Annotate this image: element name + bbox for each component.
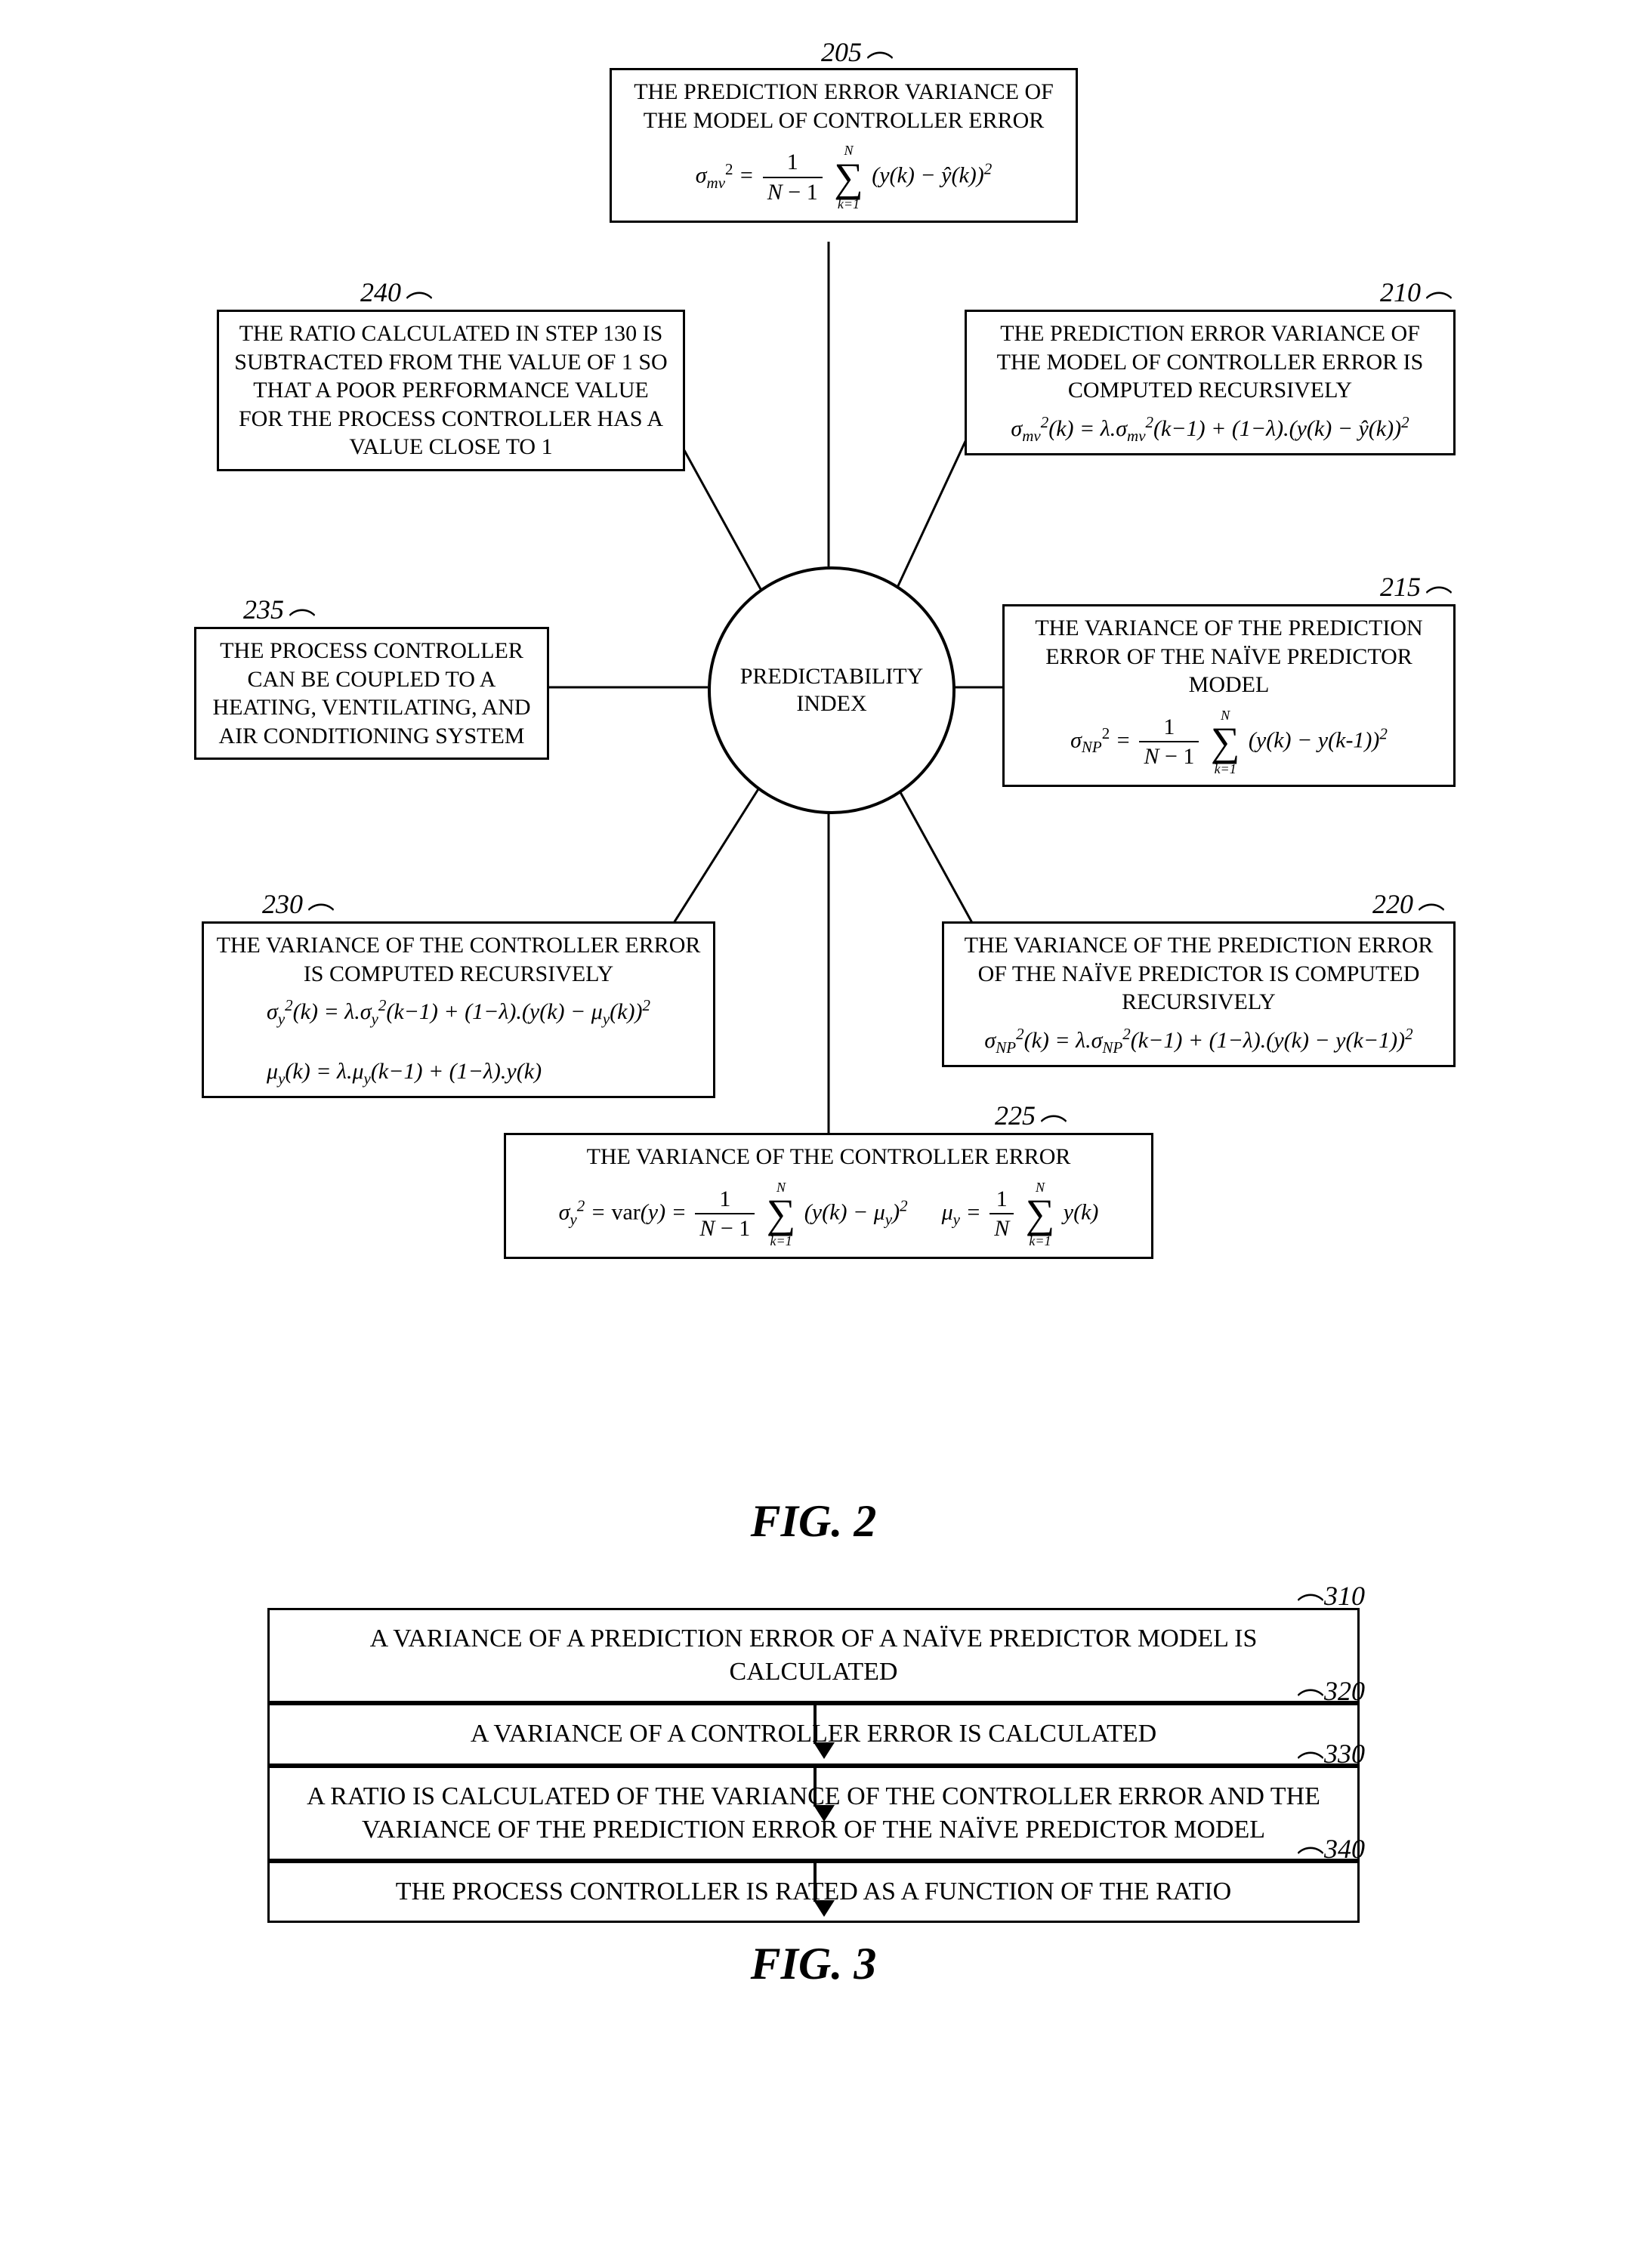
tick-icon: ⌒ (866, 44, 894, 83)
ref-230: 230 (262, 888, 303, 920)
flow-text-330: A RATIO IS CALCULATED OF THE VARIANCE OF… (285, 1780, 1342, 1847)
flow-step-330: 330⌒A RATIO IS CALCULATED OF THE VARIANC… (267, 1766, 1360, 1861)
node-230-title: THE VARIANCE OF THE CONTROLLER ERROR IS … (215, 931, 702, 988)
ref-235: 235 (243, 594, 284, 625)
predictability-index-center: PREDICTABILITY INDEX (708, 566, 956, 814)
node-230-formula: σy2(k) = λ.σy2(k−1) + (1−λ).(y(k) − μy(k… (267, 995, 650, 1088)
node-210: THE PREDICTION ERROR VARIANCE OF THE MOD… (965, 310, 1456, 455)
ref-225: 225 (995, 1100, 1036, 1131)
tick-icon: ⌒ (289, 601, 316, 640)
node-215-formula: σNP2 = 1N − 1 N∑k=1 (y(k) − y(k-1))2 (1070, 707, 1388, 778)
node-225: THE VARIANCE OF THE CONTROLLER ERROR σy2… (504, 1133, 1153, 1259)
fig3-caption: FIG. 3 (15, 1938, 1612, 1990)
node-220-formula: σNP2(k) = λ.σNP2(k−1) + (1−λ).(y(k) − y(… (984, 1024, 1412, 1057)
ref-210: 210 (1380, 276, 1421, 308)
node-205-formula: σmv2 = 1N − 1 N∑k=1 (y(k) − ŷ(k))2 (696, 142, 993, 213)
node-220-title: THE VARIANCE OF THE PREDICTION ERROR OF … (955, 931, 1443, 1017)
node-225-formula: σy2 = var(y) = 1N − 1 N∑k=1 (y(k) − μy)2… (559, 1179, 1099, 1250)
flow-text-340: THE PROCESS CONTROLLER IS RATED AS A FUN… (285, 1875, 1342, 1909)
tick-icon: ⌒ (1418, 896, 1445, 935)
center-label: PREDICTABILITY INDEX (711, 663, 952, 717)
tick-icon: ⌒ (1425, 579, 1453, 618)
flow-step-340: 340⌒THE PROCESS CONTROLLER IS RATED AS A… (267, 1861, 1360, 1923)
tick-icon: ⌒ (307, 896, 335, 935)
flow-ref-340: 340 (1324, 1831, 1365, 1867)
node-205: THE PREDICTION ERROR VARIANCE OF THE MOD… (610, 68, 1078, 223)
ref-220: 220 (1372, 888, 1413, 920)
flow-step-310: 310⌒A VARIANCE OF A PREDICTION ERROR OF … (267, 1608, 1360, 1703)
ref-240: 240 (360, 276, 401, 308)
node-240-title: THE RATIO CALCULATED IN STEP 130 IS SUBT… (230, 319, 672, 461)
figure-2: PREDICTABILITY INDEX 205 ⌒ THE PREDICTIO… (171, 30, 1456, 1465)
flow-ref-320: 320 (1324, 1674, 1365, 1709)
flow-text-320: A VARIANCE OF A CONTROLLER ERROR IS CALC… (285, 1717, 1342, 1751)
node-235: THE PROCESS CONTROLLER CAN BE COUPLED TO… (194, 627, 549, 760)
tick-icon: ⌒ (406, 284, 433, 323)
node-240: THE RATIO CALCULATED IN STEP 130 IS SUBT… (217, 310, 685, 471)
node-225-title: THE VARIANCE OF THE CONTROLLER ERROR (517, 1143, 1141, 1171)
node-235-title: THE PROCESS CONTROLLER CAN BE COUPLED TO… (207, 637, 536, 750)
fig2-caption: FIG. 2 (15, 1495, 1612, 1547)
node-210-title: THE PREDICTION ERROR VARIANCE OF THE MOD… (977, 319, 1443, 405)
ref-205: 205 (821, 36, 862, 68)
tick-icon: ⌒ (1297, 1591, 1324, 1626)
flow-step-320: 320⌒A VARIANCE OF A CONTROLLER ERROR IS … (267, 1703, 1360, 1765)
tick-icon: ⌒ (1297, 1748, 1324, 1784)
node-205-title: THE PREDICTION ERROR VARIANCE OF THE MOD… (622, 78, 1065, 134)
flow-text-310: A VARIANCE OF A PREDICTION ERROR OF A NA… (285, 1622, 1342, 1689)
node-220: THE VARIANCE OF THE PREDICTION ERROR OF … (942, 921, 1456, 1067)
node-215: THE VARIANCE OF THE PREDICTION ERROR OF … (1002, 604, 1456, 787)
flow-ref-330: 330 (1324, 1736, 1365, 1772)
node-215-title: THE VARIANCE OF THE PREDICTION ERROR OF … (1015, 614, 1443, 699)
flow-ref-310: 310 (1324, 1578, 1365, 1614)
tick-icon: ⌒ (1040, 1107, 1067, 1146)
tick-icon: ⌒ (1297, 1844, 1324, 1879)
figure-3: 310⌒A VARIANCE OF A PREDICTION ERROR OF … (209, 1608, 1418, 1923)
node-230: THE VARIANCE OF THE CONTROLLER ERROR IS … (202, 921, 715, 1098)
tick-icon: ⌒ (1297, 1686, 1324, 1721)
ref-215: 215 (1380, 571, 1421, 603)
tick-icon: ⌒ (1425, 284, 1453, 323)
node-210-formula: σmv2(k) = λ.σmv2(k−1) + (1−λ).(y(k) − ŷ(… (1011, 412, 1409, 446)
